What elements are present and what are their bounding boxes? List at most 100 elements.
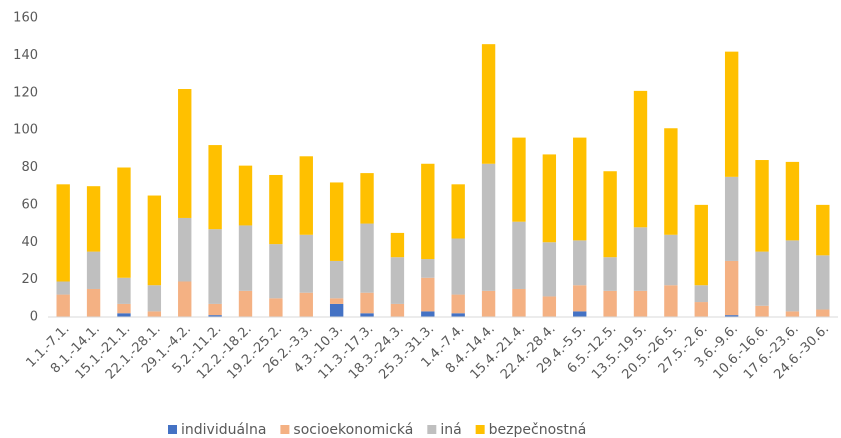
y-tick-label: 120	[13, 85, 38, 100]
bar-segment	[724, 260, 739, 316]
bar-segment	[421, 163, 435, 260]
bar-segment	[208, 303, 222, 316]
bar-segment	[664, 128, 678, 235]
bar-segment	[208, 145, 222, 230]
bar-segment	[299, 234, 313, 293]
bar-segment	[573, 137, 587, 241]
bar-segment	[147, 311, 162, 317]
bar-segment	[542, 296, 557, 317]
y-tick-label: 60	[21, 197, 38, 212]
bar-segment	[816, 204, 830, 256]
bar-segment	[573, 285, 587, 312]
y-tick-label: 80	[21, 160, 38, 175]
legend-label: bezpečnostná	[489, 422, 587, 438]
bar-segment	[86, 288, 101, 317]
bar-segment	[451, 184, 465, 239]
bar-segment	[421, 277, 435, 312]
bar-segment	[117, 303, 131, 314]
bar-segment	[603, 171, 617, 258]
bar-segment	[238, 290, 253, 317]
bar-segment	[86, 251, 101, 289]
bar-segment	[299, 292, 313, 317]
bar-segment	[451, 238, 465, 295]
y-tick-label: 40	[21, 235, 38, 250]
bar-segment	[481, 290, 496, 317]
legend-swatch	[168, 425, 177, 434]
y-tick-label: 160	[13, 11, 38, 26]
bar-segment	[724, 315, 739, 317]
legend-label: individuálna	[181, 422, 266, 438]
bar-segment	[633, 290, 648, 317]
legend-swatch	[475, 425, 485, 434]
bar-segment	[785, 311, 800, 317]
bar-segment	[451, 294, 465, 314]
bar-segment	[512, 137, 526, 222]
bar-segment	[694, 285, 708, 303]
bar-segment	[451, 313, 465, 317]
bar-segment	[299, 156, 313, 235]
bar-segment	[360, 223, 374, 293]
bar-segment	[481, 163, 496, 291]
bar-segment	[633, 90, 648, 228]
bar-segment	[603, 257, 617, 291]
bar-segment	[147, 195, 162, 286]
bar-segment	[269, 298, 283, 317]
bar-segment	[86, 186, 101, 252]
bar-segment	[390, 257, 405, 304]
bar-segment	[208, 229, 222, 304]
bar-segment	[694, 204, 708, 286]
bar-segment	[573, 311, 587, 317]
bar-segment	[329, 182, 344, 261]
bar-segment	[238, 165, 253, 226]
bar-segment	[633, 227, 648, 291]
bar-segment	[421, 311, 435, 317]
bar-segment	[542, 154, 557, 243]
bar-segment	[329, 303, 344, 317]
bar-segment	[147, 285, 162, 312]
bar-segment	[178, 89, 192, 218]
bar-segment	[755, 305, 769, 317]
bar-segment	[390, 303, 405, 317]
bar-segment	[56, 294, 70, 317]
legend-swatch	[280, 425, 290, 434]
bar-segment	[178, 281, 192, 317]
bar-segment	[785, 240, 800, 312]
bar-segment	[542, 242, 557, 297]
bar-segment	[755, 160, 769, 252]
bar-segment	[178, 217, 192, 282]
bar-segment	[694, 302, 708, 317]
bar-segment	[512, 221, 526, 289]
bar-segment	[603, 290, 617, 317]
y-tick-label: 20	[21, 272, 38, 287]
y-tick-label: 140	[13, 48, 38, 63]
bar-segment	[785, 161, 800, 241]
bar-segment	[664, 285, 678, 317]
bar-segment	[269, 174, 283, 245]
bar-segment	[724, 176, 739, 261]
bar-segment	[360, 292, 374, 314]
bar-segment	[56, 281, 70, 295]
bar-segment	[724, 51, 739, 177]
bar-segment	[481, 44, 496, 164]
bar-segment	[56, 184, 70, 282]
bar-segment	[816, 309, 830, 317]
bar-segment	[329, 260, 344, 299]
bar-segment	[390, 232, 405, 258]
bar-segment	[329, 298, 344, 304]
bar-segment	[360, 173, 374, 224]
y-tick-label: 100	[13, 123, 38, 138]
bar-segment	[238, 225, 253, 291]
bar-segment	[421, 259, 435, 278]
bar-segment	[664, 234, 678, 286]
bar-segment	[816, 255, 830, 310]
legend: individuálna socioekonomická iná bezpečnost…	[168, 422, 586, 438]
bar-segment	[117, 313, 131, 317]
bar-segment	[512, 288, 526, 317]
bar-segment	[360, 313, 374, 317]
legend-label: socioekonomická	[293, 422, 413, 438]
bar-segment	[208, 315, 222, 317]
legend-label: iná	[440, 422, 461, 438]
bar-segment	[755, 251, 769, 306]
bar-segment	[269, 244, 283, 299]
